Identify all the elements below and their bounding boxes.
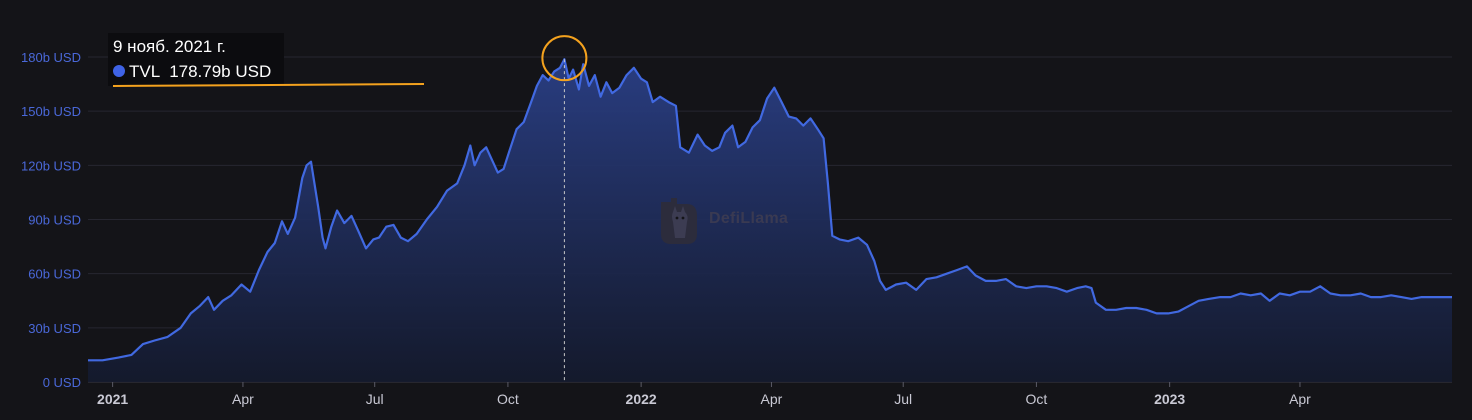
tooltip-date: 9 нояб. 2021 г.	[113, 37, 226, 56]
watermark: DefiLlama	[657, 194, 817, 246]
x-axis: 2021 Apr Jul Oct 2022 Apr Jul Oct 2023 Apr	[88, 381, 1452, 407]
x-tick-label: 2023	[1154, 391, 1185, 407]
tooltip-row: TVL 178.79b USD	[113, 62, 271, 82]
tooltip-value: 178.79b USD	[169, 62, 272, 81]
x-tick-label: Jul	[894, 391, 912, 407]
x-tick-label: Oct	[497, 391, 519, 407]
x-tick-label: Oct	[1026, 391, 1048, 407]
x-tick-label: Apr	[232, 391, 254, 407]
series-color-dot-icon	[113, 65, 125, 77]
x-tick-label: Apr	[1289, 391, 1311, 407]
y-tick-label: 150b USD	[21, 104, 81, 119]
x-tick-label: Jul	[366, 391, 384, 407]
tvl-area-fill	[88, 59, 1452, 382]
y-tick-label: 30b USD	[28, 321, 81, 336]
tvl-series-line	[88, 58, 1452, 362]
llama-logo-icon	[661, 198, 697, 244]
x-tick-label: 2021	[97, 391, 128, 407]
y-tick-label: 90b USD	[28, 213, 81, 228]
x-tick-label: Apr	[761, 391, 783, 407]
y-tick-label: 0 USD	[43, 375, 81, 390]
y-axis: 0 USD 30b USD 60b USD 90b USD 120b USD 150b U…	[21, 50, 81, 390]
watermark-text: DefiLlama	[709, 210, 789, 227]
tooltip-series-label: TVL	[129, 62, 161, 81]
y-tick-label: 180b USD	[21, 50, 81, 65]
chart-tooltip: 9 нояб. 2021 г. TVL 178.79b USD	[108, 33, 284, 86]
peak-highlight-circle	[541, 35, 588, 82]
y-tick-label: 60b USD	[28, 267, 81, 282]
x-tick-label: 2022	[626, 391, 657, 407]
y-tick-label: 120b USD	[21, 158, 81, 173]
